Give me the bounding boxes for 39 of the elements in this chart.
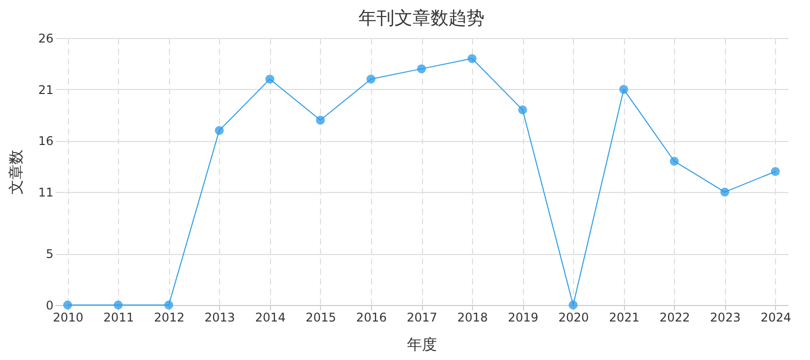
x-tick-label: 2015 xyxy=(306,310,336,324)
point xyxy=(468,54,477,63)
y-tick-label: 0 xyxy=(46,298,54,312)
point xyxy=(366,74,376,84)
point xyxy=(417,64,426,74)
y-tick-label: 26 xyxy=(38,32,54,46)
chart-title: 年刊文章数趋势 xyxy=(358,8,484,29)
x-tick-label: 2012 xyxy=(154,310,185,324)
point xyxy=(518,105,528,114)
point xyxy=(214,126,224,135)
x-tick-label: 2010 xyxy=(52,310,84,324)
point xyxy=(114,300,123,310)
point xyxy=(720,188,730,196)
y-tick-label: 21 xyxy=(38,82,54,97)
x-tick-label: 2023 xyxy=(710,310,741,324)
point xyxy=(670,156,679,166)
x-tick-label: 2018 xyxy=(457,310,488,324)
point xyxy=(568,300,578,310)
point xyxy=(619,84,628,94)
x-tick-label: 2019 xyxy=(508,310,538,324)
x-tick-label: 2024 xyxy=(760,310,792,324)
y-axis-title: 文章数 xyxy=(7,150,26,194)
x-tick-label: 2016 xyxy=(356,310,387,324)
point xyxy=(164,300,174,310)
x-tick-label: 2021 xyxy=(608,310,640,324)
x-tick-label: 2011 xyxy=(103,310,134,324)
x-tick-label: 2022 xyxy=(659,310,690,324)
x-tick-label: 2017 xyxy=(406,310,438,324)
x-tick-label: 2020 xyxy=(558,310,589,324)
y-tick-label: 5 xyxy=(46,247,54,262)
y-tick-label: 16 xyxy=(38,134,54,148)
x-tick-label: 2013 xyxy=(204,310,236,324)
point xyxy=(316,116,325,125)
point xyxy=(770,167,780,176)
x-axis-title: 年度 xyxy=(407,336,437,354)
y-tick-label: 11 xyxy=(38,186,54,200)
point xyxy=(63,300,72,310)
point xyxy=(265,74,274,84)
x-tick-label: 2014 xyxy=(255,310,286,324)
